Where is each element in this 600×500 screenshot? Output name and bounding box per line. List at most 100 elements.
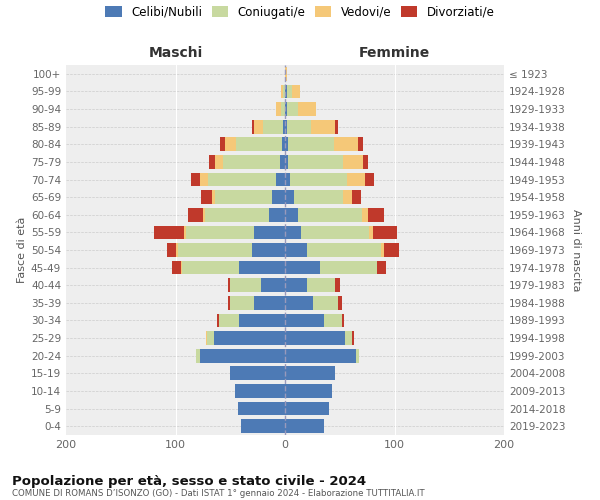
Bar	[288, 138, 334, 151]
Bar	[345, 331, 352, 345]
Bar	[283, 120, 285, 134]
Bar	[236, 138, 282, 151]
Bar	[342, 314, 344, 328]
Bar	[254, 226, 285, 239]
Bar	[311, 120, 335, 134]
Bar	[285, 314, 325, 328]
Bar	[207, 331, 214, 345]
Bar	[292, 84, 301, 98]
Bar	[238, 402, 285, 415]
Text: Femmine: Femmine	[359, 46, 430, 60]
Bar	[223, 155, 280, 169]
Bar	[320, 260, 377, 274]
Bar	[254, 120, 263, 134]
Bar	[285, 260, 320, 274]
Bar	[285, 120, 287, 134]
Bar	[363, 155, 368, 169]
Bar	[338, 296, 342, 310]
Bar	[191, 172, 200, 186]
Bar	[313, 296, 338, 310]
Bar	[285, 278, 307, 292]
Bar	[239, 314, 285, 328]
Bar	[230, 366, 285, 380]
Bar	[172, 260, 181, 274]
Bar	[377, 260, 386, 274]
Bar	[368, 208, 383, 222]
Bar	[325, 314, 342, 328]
Bar	[282, 138, 285, 151]
Bar	[241, 420, 285, 433]
Bar	[285, 243, 307, 257]
Bar	[373, 226, 397, 239]
Bar	[285, 349, 356, 362]
Bar	[214, 331, 285, 345]
Bar	[230, 296, 254, 310]
Bar	[225, 138, 236, 151]
Bar	[215, 190, 272, 204]
Bar	[252, 120, 254, 134]
Bar	[298, 208, 362, 222]
Bar	[220, 138, 225, 151]
Legend: Celibi/Nubili, Coniugati/e, Vedovi/e, Divorziati/e: Celibi/Nubili, Coniugati/e, Vedovi/e, Di…	[100, 1, 500, 24]
Bar	[206, 331, 207, 345]
Bar	[235, 384, 285, 398]
Bar	[352, 331, 354, 345]
Bar	[347, 172, 365, 186]
Bar	[239, 260, 285, 274]
Bar	[285, 366, 335, 380]
Bar	[252, 243, 285, 257]
Bar	[228, 296, 230, 310]
Bar	[200, 190, 212, 204]
Bar	[228, 278, 230, 292]
Bar	[290, 172, 347, 186]
Bar	[335, 120, 338, 134]
Bar	[343, 155, 363, 169]
Bar	[200, 349, 285, 362]
Bar	[287, 84, 292, 98]
Bar	[356, 349, 359, 362]
Bar	[382, 243, 383, 257]
Bar	[203, 208, 205, 222]
Bar	[263, 120, 283, 134]
Bar	[281, 102, 285, 116]
Bar	[220, 314, 239, 328]
Bar	[184, 226, 187, 239]
Bar	[276, 172, 285, 186]
Text: Maschi: Maschi	[148, 46, 203, 60]
Bar	[294, 190, 343, 204]
Bar	[362, 208, 368, 222]
Bar	[215, 155, 223, 169]
Bar	[285, 402, 329, 415]
Bar	[285, 190, 294, 204]
Bar	[285, 420, 325, 433]
Bar	[261, 278, 285, 292]
Bar	[285, 155, 288, 169]
Bar	[307, 278, 335, 292]
Bar	[285, 172, 290, 186]
Bar	[254, 296, 285, 310]
Bar	[283, 84, 285, 98]
Bar	[285, 226, 301, 239]
Bar	[205, 208, 269, 222]
Bar	[285, 138, 288, 151]
Bar	[285, 102, 287, 116]
Y-axis label: Anni di nascita: Anni di nascita	[571, 209, 581, 291]
Bar	[288, 155, 343, 169]
Bar	[187, 226, 254, 239]
Bar	[281, 84, 283, 98]
Bar	[285, 384, 332, 398]
Bar	[334, 138, 358, 151]
Bar	[352, 190, 361, 204]
Bar	[276, 102, 281, 116]
Bar	[383, 243, 399, 257]
Bar	[188, 208, 203, 222]
Bar	[196, 349, 200, 362]
Bar	[335, 278, 340, 292]
Bar	[217, 314, 220, 328]
Bar	[285, 331, 345, 345]
Bar	[285, 208, 298, 222]
Bar	[307, 243, 382, 257]
Bar	[212, 190, 215, 204]
Bar	[298, 102, 316, 116]
Bar	[167, 243, 176, 257]
